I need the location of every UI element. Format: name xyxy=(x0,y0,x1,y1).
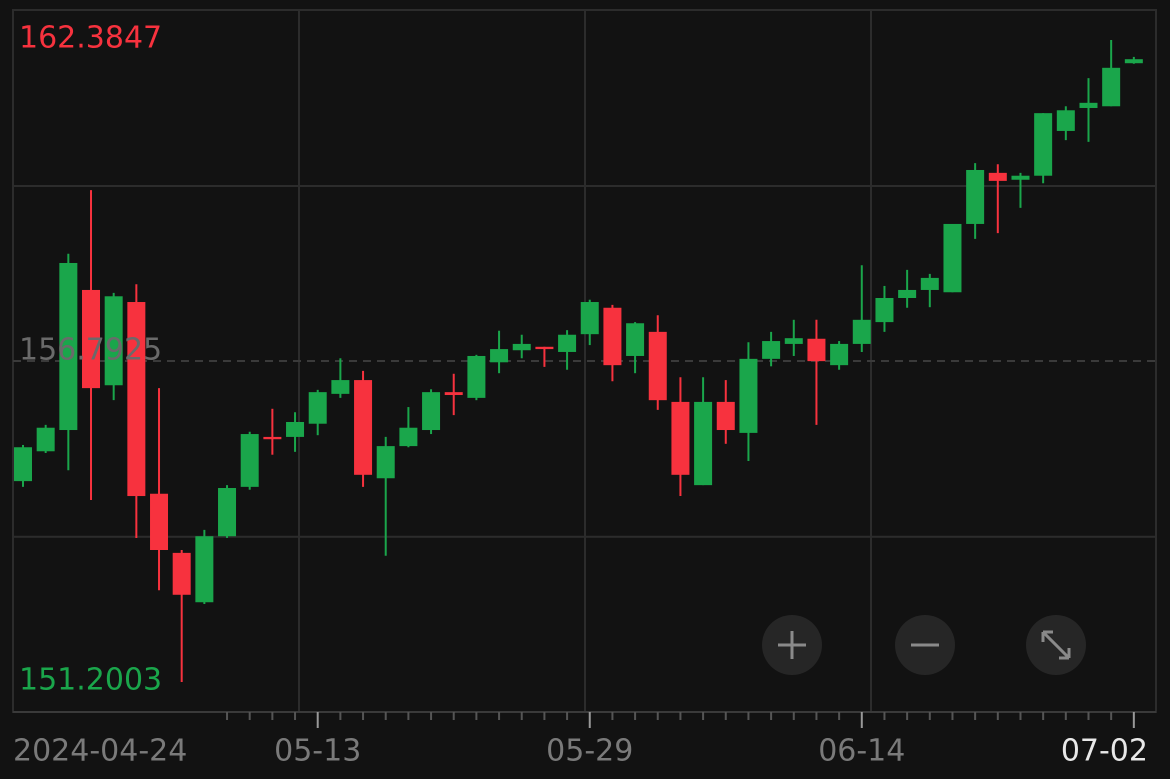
candle-body xyxy=(558,334,577,352)
x-tick-label: 07-02 xyxy=(1061,734,1148,769)
candle-body xyxy=(966,169,985,224)
candle-body xyxy=(671,401,690,475)
candle-body xyxy=(1124,59,1143,64)
x-tick-label: 2024-04-24 xyxy=(13,734,187,769)
x-tick-label: 05-29 xyxy=(546,734,633,769)
candle-body xyxy=(104,296,123,386)
candle-body xyxy=(898,289,917,298)
candle-body xyxy=(512,343,531,351)
candle-body xyxy=(422,392,441,431)
x-tick-label: 06-14 xyxy=(818,734,905,769)
candle-body xyxy=(218,488,237,537)
candle-body xyxy=(920,277,939,290)
candle-body xyxy=(1011,175,1030,180)
candle-body xyxy=(127,302,146,497)
candle-body xyxy=(1034,113,1053,176)
candle-body xyxy=(263,436,282,440)
candle-body xyxy=(14,447,32,482)
candle-body xyxy=(648,331,667,401)
candle-body xyxy=(830,343,849,366)
candle-body xyxy=(490,349,509,363)
candle-body xyxy=(694,401,713,486)
x-tick-label: 05-13 xyxy=(274,734,361,769)
candle-body xyxy=(807,338,826,362)
candle-body xyxy=(399,427,418,447)
candle-body xyxy=(988,172,1007,181)
candle-body xyxy=(36,427,55,452)
zoom-in-button[interactable] xyxy=(762,615,822,675)
candle-body xyxy=(82,289,101,389)
candle-body xyxy=(943,223,962,293)
marks: 2024-04-24 05-13 05-29 06-14 07-02 162.3847 15… xyxy=(13,21,1156,769)
candle-body xyxy=(150,493,169,551)
candle-body xyxy=(716,401,735,431)
candle-body xyxy=(1056,110,1075,131)
candle-body xyxy=(286,421,305,437)
candle-body xyxy=(240,434,259,487)
candle-body xyxy=(535,346,554,350)
candle-body xyxy=(195,536,214,603)
candle-body xyxy=(739,358,758,433)
candle-body xyxy=(875,297,894,323)
candle-body xyxy=(376,446,395,479)
candle-body xyxy=(580,302,599,335)
candle-body xyxy=(603,307,622,366)
zoom-out-button[interactable] xyxy=(895,615,955,675)
candle-body xyxy=(762,341,781,359)
candle-body xyxy=(626,323,645,356)
candle-body xyxy=(467,355,486,398)
candle-body xyxy=(784,338,803,344)
candle-body xyxy=(308,392,327,424)
candle-body xyxy=(852,319,871,344)
candle-body xyxy=(331,380,350,394)
candle-body xyxy=(172,552,191,595)
mid-price-label: 156.7925 xyxy=(19,333,162,368)
candle-body xyxy=(354,380,373,475)
candle-body xyxy=(1102,67,1121,107)
candle-body xyxy=(1079,102,1098,108)
high-price-label: 162.3847 xyxy=(19,21,162,56)
candle-body xyxy=(59,262,78,431)
candle-body xyxy=(444,392,463,396)
low-price-label: 151.2003 xyxy=(19,663,162,698)
fullscreen-button[interactable] xyxy=(1026,615,1086,675)
